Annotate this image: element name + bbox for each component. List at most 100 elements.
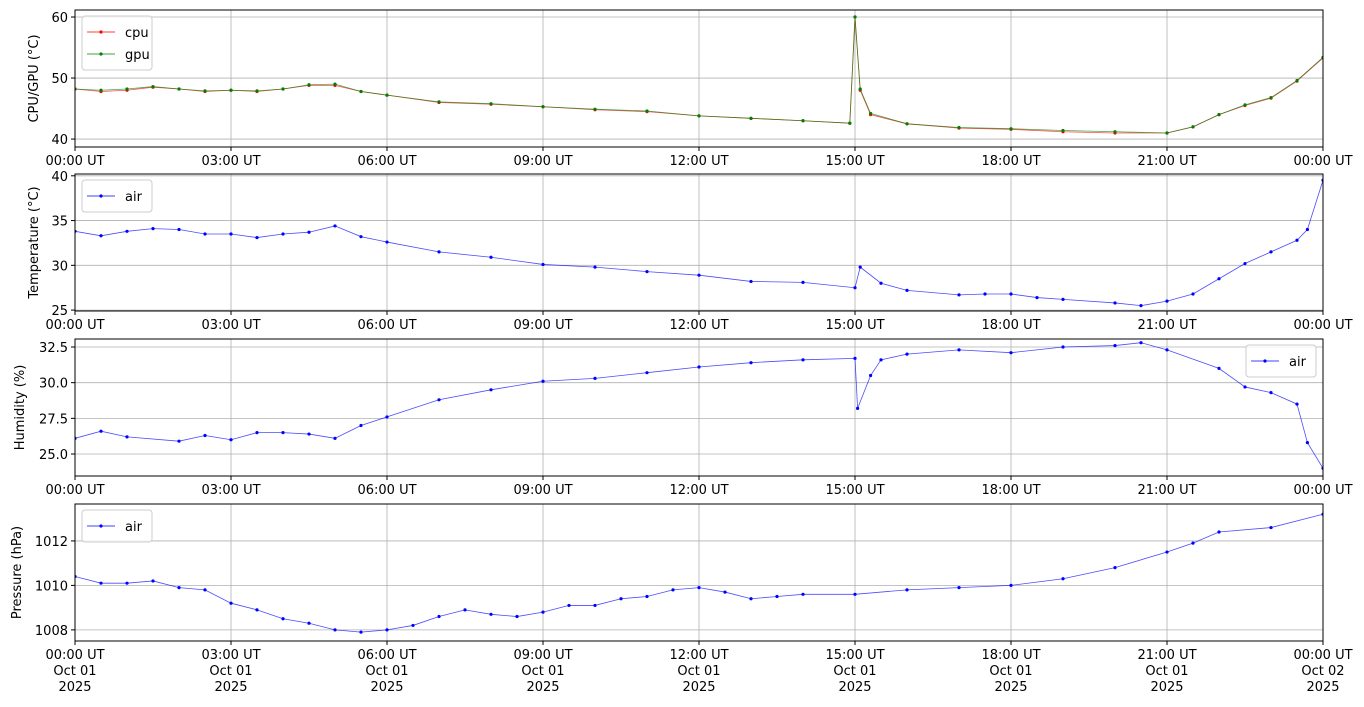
series-air [75, 341, 1323, 470]
x-tick-label-line: 15:00 UT [825, 154, 884, 169]
y-tick-label: 40 [51, 170, 68, 185]
x-tick-label-line: 00:00 UT [1293, 154, 1352, 169]
data-point-air [593, 603, 597, 608]
data-point-air [359, 235, 363, 239]
x-tick-label: 00:00 UT [1293, 483, 1352, 498]
x-tick-label: 12:00 UT [669, 154, 728, 169]
x-tick-label: 00:00 UT [45, 318, 104, 333]
legend-label-gpu: gpu [125, 48, 150, 63]
x-tick-label: 03:00 UT [201, 318, 260, 333]
x-tick-label: 21:00 UT Oct 01 2025 [1137, 648, 1196, 695]
x-tick-label-line: 03:00 UT [201, 483, 260, 498]
legend-box [1245, 344, 1317, 378]
data-point-gpu [125, 87, 129, 91]
x-tick-label-line: 2025 [994, 680, 1027, 695]
x-tick-label: 21:00 UT [1137, 483, 1196, 498]
x-tick-label-line: 2025 [1150, 680, 1183, 695]
x-tick-label: 12:00 UT Oct 01 2025 [669, 648, 728, 695]
y-tick-label: 60 [51, 11, 68, 26]
x-tick-label-line: 2025 [682, 680, 715, 695]
series-line-air [75, 180, 1323, 307]
data-point-gpu [1165, 131, 1169, 135]
x-tick-label-line: 21:00 UT [1137, 154, 1196, 169]
legend-box [81, 179, 153, 213]
legend-marker-cpu [99, 30, 103, 34]
data-point-gpu [1217, 113, 1221, 117]
data-point-gpu [957, 125, 961, 130]
data-point-air [1009, 583, 1013, 587]
y-tick-label: 27.5 [39, 412, 68, 427]
data-point-air [229, 601, 233, 605]
data-point-gpu [359, 89, 363, 94]
x-tick-label-line: Oct 01 [209, 664, 252, 679]
x-tick-label-line: 12:00 UT [669, 648, 728, 663]
data-point-air [489, 612, 493, 616]
axes-frame [74, 503, 1324, 642]
y-tick-label: 40 [51, 133, 68, 148]
data-point-air [697, 586, 701, 590]
x-tick-label-line: 09:00 UT [513, 154, 572, 169]
data-point-air [1243, 261, 1247, 266]
data-point-air [541, 262, 545, 267]
legend-label-cpu: cpu [125, 26, 149, 41]
y-tick-label: 50 [51, 72, 68, 87]
y-tick-label: 30.0 [39, 377, 68, 392]
data-point-air [775, 594, 779, 599]
x-tick-label-line: 21:00 UT [1137, 318, 1196, 333]
data-point-air [1269, 250, 1273, 254]
data-point-air [541, 379, 545, 383]
data-point-gpu [1295, 78, 1299, 83]
data-point-gpu [848, 121, 852, 125]
data-point-air [411, 623, 415, 628]
x-tick-label-line: 09:00 UT [513, 318, 572, 333]
data-point-air [463, 608, 467, 612]
x-tick-label: 09:00 UT Oct 01 2025 [513, 648, 572, 695]
x-tick-label-line: Oct 01 [989, 664, 1032, 679]
data-point-air [385, 415, 389, 419]
x-tick-label: 03:00 UT [201, 154, 260, 169]
data-point-air [203, 588, 207, 592]
x-tick-label-line: 00:00 UT [45, 648, 104, 663]
data-point-air [645, 371, 649, 375]
data-point-air [957, 586, 961, 590]
x-tick-label: 21:00 UT [1137, 154, 1196, 169]
legend-label-air: air [125, 520, 143, 535]
data-point-air [593, 265, 597, 269]
data-point-air [177, 227, 181, 232]
x-tick-label-line: 2025 [526, 680, 559, 695]
data-point-air [1295, 402, 1299, 406]
x-tick-label: 06:00 UT [357, 154, 416, 169]
data-point-gpu [749, 116, 753, 120]
data-point-air [1113, 343, 1117, 348]
x-tick-label: 18:00 UT Oct 01 2025 [981, 648, 1040, 695]
x-tick-label-line: 03:00 UT [201, 154, 260, 169]
x-tick-label-line: 06:00 UT [357, 154, 416, 169]
y-tick-label: 1008 [35, 624, 68, 639]
x-tick-label-line: 03:00 UT [201, 318, 260, 333]
data-point-air [1035, 295, 1039, 300]
data-point-air [749, 279, 753, 284]
x-tick-label-line: 06:00 UT [357, 648, 416, 663]
axes-frame [74, 9, 1324, 148]
x-tick-label: 00:00 UT [45, 154, 104, 169]
data-point-gpu [307, 83, 311, 87]
x-tick-label-line: 15:00 UT [825, 318, 884, 333]
x-tick-label: 00:00 UT [1293, 154, 1352, 169]
data-point-air [645, 270, 649, 274]
x-tick-label-line: 2025 [58, 680, 91, 695]
y-tick-label: 35 [51, 215, 68, 230]
legend-label-air: air [125, 190, 143, 205]
x-tick-label-line: Oct 01 [1145, 664, 1188, 679]
data-point-air [1113, 566, 1117, 570]
data-point-air [1061, 577, 1065, 581]
x-tick-label: 00:00 UT Oct 02 2025 [1293, 648, 1352, 695]
data-point-air [905, 352, 909, 356]
x-tick-label: 18:00 UT [981, 154, 1040, 169]
data-point-gpu [869, 111, 873, 116]
data-point-air [879, 358, 883, 362]
x-tick-label: 18:00 UT [981, 483, 1040, 498]
data-point-air [333, 628, 337, 632]
y-axis-label: Temperature (°C) [27, 186, 42, 299]
